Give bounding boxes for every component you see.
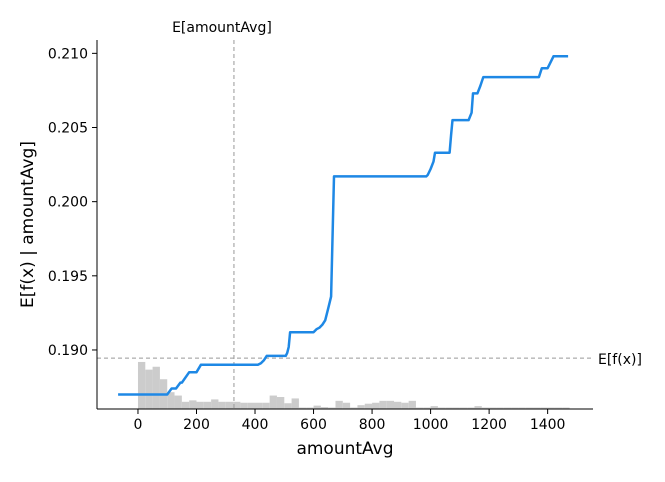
histogram-bar	[313, 405, 321, 409]
histogram-bar	[423, 407, 431, 409]
histogram-bar	[276, 397, 285, 409]
y-axis-title: E[f(x) | amountAvg]	[18, 141, 38, 308]
histogram-bar	[364, 403, 373, 409]
histogram-bar	[459, 407, 468, 409]
x-tick-label: 600	[300, 417, 327, 433]
x-axis-title: amountAvg	[296, 439, 393, 459]
histogram-bar	[262, 402, 270, 409]
histogram-bar	[452, 407, 460, 409]
histogram-bar	[496, 407, 504, 409]
x-tick-label: 200	[183, 417, 210, 433]
partial-dependence-line	[118, 55, 569, 396]
x-tick-label: 1400	[530, 417, 566, 433]
histogram-bar	[430, 406, 438, 409]
x-tick-label: 0	[134, 417, 143, 433]
expected-feature-value-label: E[amountAvg]	[172, 20, 272, 36]
y-ticks: 0.190 0.195 0.200 0.205 0.210	[48, 46, 97, 359]
histogram-bar	[269, 395, 277, 409]
y-tick-label: 0.210	[48, 46, 88, 62]
y-tick-label: 0.200	[48, 195, 88, 211]
histogram-bar	[218, 401, 226, 409]
reference-lines	[97, 40, 593, 409]
histogram-bar	[445, 407, 453, 409]
histogram-bar	[306, 407, 314, 409]
histogram-bar	[203, 401, 212, 409]
histogram-bar	[247, 402, 256, 409]
histogram-bar	[525, 407, 534, 409]
histogram-bar	[489, 407, 497, 409]
histogram-bar	[547, 407, 555, 409]
histogram-bar	[554, 407, 563, 409]
histogram-bar	[233, 401, 241, 409]
histogram-bar	[518, 407, 526, 409]
histogram-bar	[137, 361, 146, 409]
histogram-bar	[540, 407, 548, 409]
histogram-bar	[357, 405, 365, 409]
histogram-bar	[211, 399, 219, 409]
histogram-bar	[474, 406, 482, 409]
x-tick-label: 400	[242, 417, 269, 433]
histogram-bar	[181, 401, 190, 409]
histogram-bar	[511, 407, 519, 409]
histogram-bar	[372, 402, 380, 409]
x-ticks: 0 200 400 600 800 1000 1200 1400	[134, 409, 566, 433]
y-tick-label: 0.190	[48, 343, 88, 359]
histogram-bar	[503, 407, 512, 409]
histogram	[137, 361, 570, 409]
expected-prediction-label: E[f(x)]	[598, 352, 642, 368]
histogram-bar	[379, 400, 387, 409]
histogram-bar	[152, 366, 160, 409]
histogram-bar	[240, 402, 248, 409]
histogram-bar	[320, 407, 329, 409]
histogram-bar	[342, 402, 351, 409]
x-tick-label: 1000	[413, 417, 449, 433]
histogram-bar	[386, 400, 395, 409]
histogram-bar	[225, 401, 234, 409]
histogram-bar	[328, 407, 336, 409]
axes	[96, 40, 593, 410]
series-lines	[118, 55, 569, 396]
x-tick-label: 1200	[471, 417, 507, 433]
histogram-bar	[167, 392, 175, 409]
histogram-bar	[533, 407, 541, 409]
x-tick-label: 800	[359, 417, 386, 433]
histogram-bar	[401, 402, 409, 409]
histogram-bar	[174, 395, 182, 409]
histogram-bar	[394, 401, 402, 409]
y-tick-label: 0.195	[48, 269, 88, 285]
histogram-bar	[467, 407, 475, 409]
histogram-bar	[350, 407, 358, 409]
histogram-bar	[284, 403, 292, 409]
histogram-bar	[335, 400, 343, 409]
histogram-bar	[415, 407, 424, 409]
y-tick-label: 0.205	[48, 121, 88, 137]
histogram-bar	[408, 400, 416, 409]
histogram-bar	[298, 407, 307, 409]
histogram-bar	[437, 407, 446, 409]
histogram-bar	[255, 402, 263, 409]
histogram-bar	[562, 407, 570, 409]
histogram-bar	[291, 398, 299, 409]
histogram-bar	[196, 401, 204, 409]
histogram-bar	[189, 400, 197, 409]
histogram-bar	[145, 369, 153, 409]
histogram-bar	[481, 407, 490, 409]
